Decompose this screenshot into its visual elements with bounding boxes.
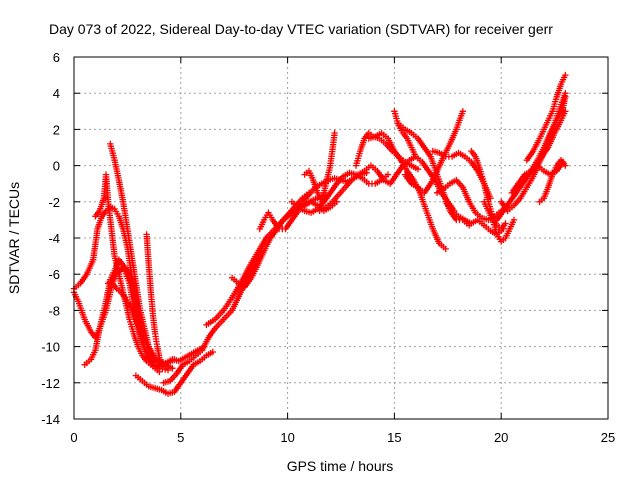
series-25 <box>480 198 518 245</box>
data-points <box>70 71 569 397</box>
x-tick-label: 5 <box>177 430 184 445</box>
x-tick-label: 20 <box>494 430 508 445</box>
series-7 <box>132 348 216 397</box>
series-5-markers <box>107 140 157 365</box>
grid-lines <box>74 57 608 419</box>
y-tick-label: 4 <box>53 86 60 101</box>
chart-title: Day 073 of 2022, Sidereal Day-to-day VTE… <box>49 21 553 37</box>
y-tick-label: -14 <box>41 412 60 427</box>
y-tick-label: -8 <box>48 303 60 318</box>
series-5 <box>107 140 157 365</box>
x-axis-label: GPS time / hours <box>287 458 394 474</box>
x-tick-label: 10 <box>280 430 294 445</box>
y-tick-label: -12 <box>41 376 60 391</box>
y-tick-label: -10 <box>41 340 60 355</box>
series-6 <box>143 231 176 372</box>
series-4 <box>92 171 163 376</box>
series-7-markers <box>132 348 216 397</box>
y-tick-label: -6 <box>48 267 60 282</box>
series-14 <box>301 129 338 205</box>
y-tick-label: -2 <box>48 195 60 210</box>
series-20 <box>401 108 466 196</box>
series-31-markers <box>515 158 567 187</box>
series-29-markers <box>523 71 569 164</box>
series-14-markers <box>301 129 338 205</box>
x-tick-label: 25 <box>601 430 615 445</box>
y-tick-label: 6 <box>53 50 60 65</box>
x-tick-label: 0 <box>70 430 77 445</box>
y-tick-label: 2 <box>53 122 60 137</box>
y-tick-label: -4 <box>48 231 60 246</box>
series-31 <box>515 158 567 187</box>
y-axis-label: SDTVAR / TECUs <box>6 182 22 294</box>
series-4-markers <box>92 171 163 376</box>
x-tick-label: 15 <box>387 430 401 445</box>
y-tick-label: 0 <box>53 159 60 174</box>
series-25-markers <box>480 198 518 245</box>
series-6-markers <box>143 231 176 372</box>
series-29 <box>523 71 569 164</box>
axis-ticks: 0 5 10 15 20 25 -14 -12 -10 -8 -6 -4 -2 0 2 4 6 <box>41 50 615 445</box>
series-20-markers <box>401 108 466 196</box>
